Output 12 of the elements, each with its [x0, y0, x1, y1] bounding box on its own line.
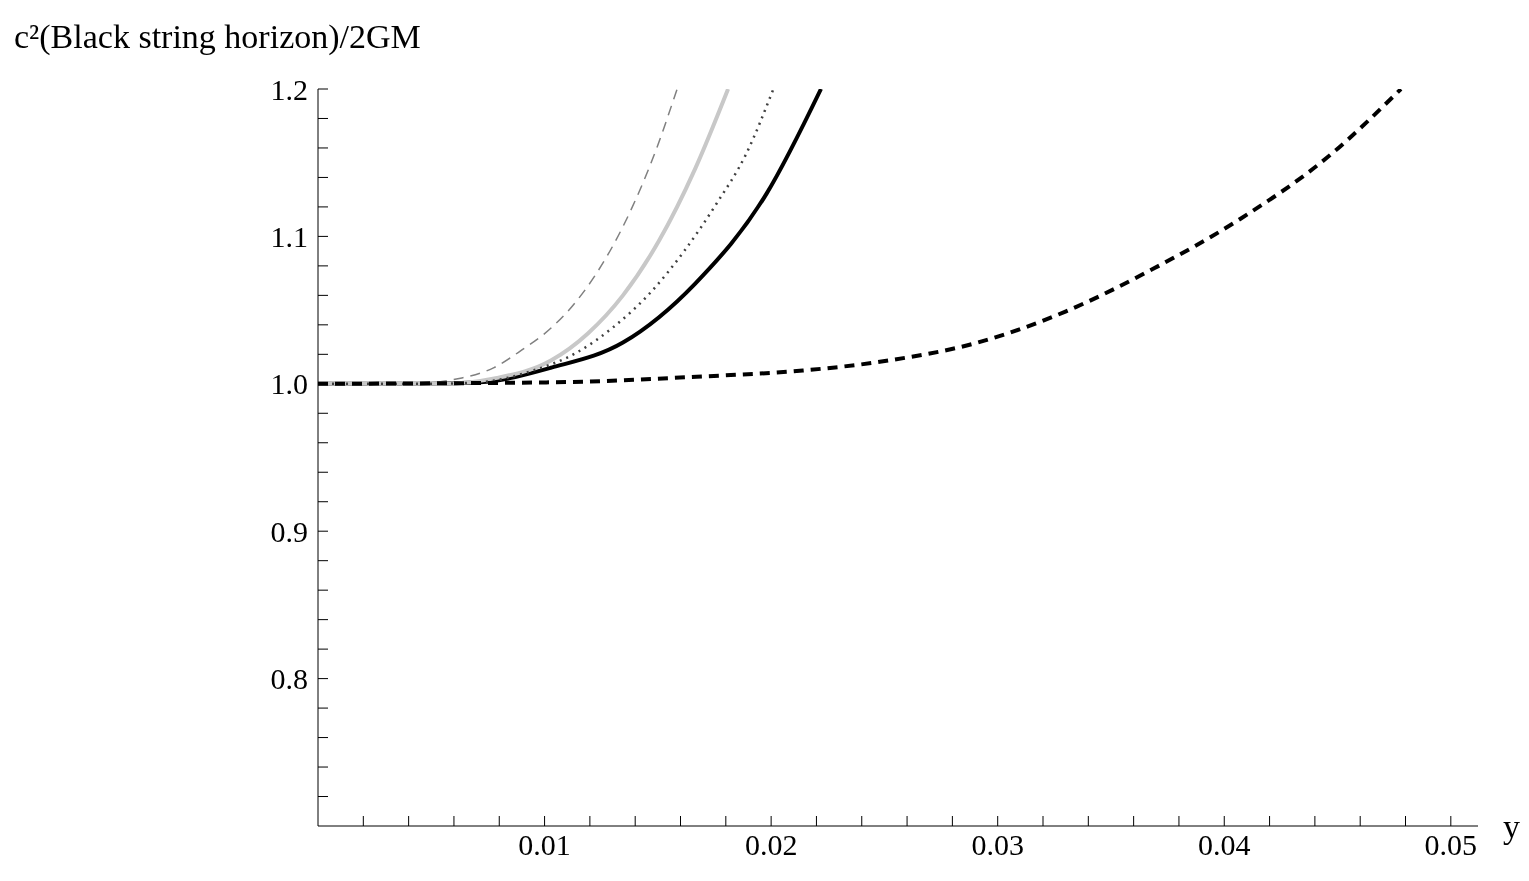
x-tick-label: 0.03 [971, 828, 1024, 862]
y-tick-label: 1.1 [270, 220, 308, 254]
x-tick-label: 0.05 [1424, 828, 1478, 862]
x-axis-title: y [1503, 808, 1520, 846]
y-tick-label: 1.2 [270, 72, 308, 106]
y-tick-label: 0.8 [270, 662, 308, 696]
x-tick-label: 0.04 [1198, 828, 1251, 862]
y-axis-title: c²(Black string horizon)/2GM [14, 18, 421, 56]
y-tick-label: 1.0 [270, 367, 308, 401]
x-tick-label: 0.02 [744, 828, 798, 862]
y-tick-label: 0.9 [270, 514, 308, 548]
x-tick-label: 0.01 [518, 828, 571, 862]
